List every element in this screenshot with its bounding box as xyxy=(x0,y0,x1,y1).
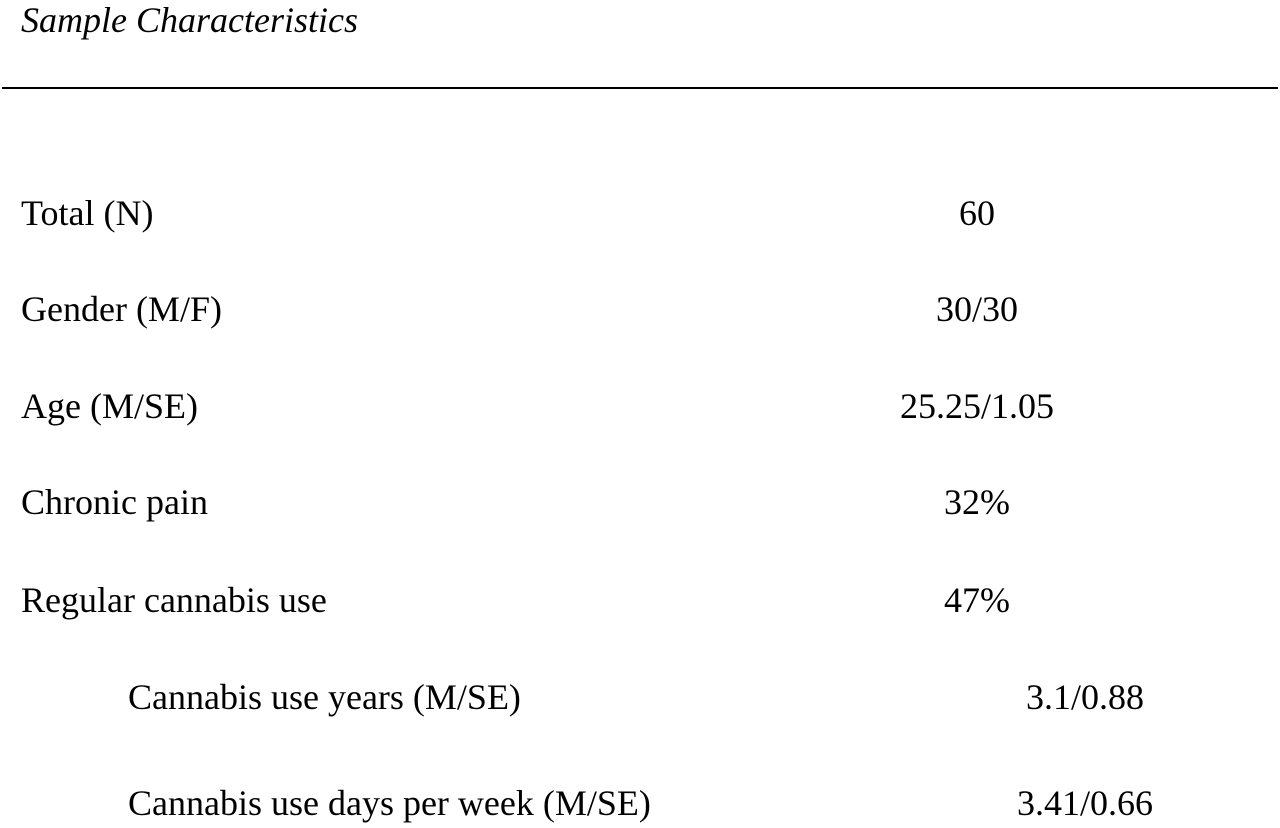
row-value: 3.41/0.66 xyxy=(1016,783,1154,823)
row-value: 47% xyxy=(944,580,1010,620)
table-row-age: Age (M/SE) 25.25/1.05 xyxy=(0,382,1280,430)
table-row-regular-cannabis-use: Regular cannabis use 47% xyxy=(0,576,1280,624)
row-label: Age (M/SE) xyxy=(21,386,198,426)
row-label: Regular cannabis use xyxy=(21,580,327,620)
table-row-chronic-pain: Chronic pain 32% xyxy=(0,478,1280,526)
row-value: 30/30 xyxy=(935,289,1019,329)
row-value: 3.1/0.88 xyxy=(1025,677,1145,717)
row-label: Gender (M/F) xyxy=(21,289,222,329)
row-label: Cannabis use days per week (M/SE) xyxy=(128,783,651,823)
row-label: Total (N) xyxy=(21,193,154,233)
table-row-cannabis-use-days: Cannabis use days per week (M/SE) 3.41/0… xyxy=(0,779,1280,827)
row-value: 32% xyxy=(944,482,1010,522)
table-row-cannabis-use-years: Cannabis use years (M/SE) 3.1/0.88 xyxy=(0,673,1280,721)
row-label: Chronic pain xyxy=(21,482,208,522)
table-title: Sample Characteristics xyxy=(21,0,358,40)
table-row-total: Total (N) 60 xyxy=(0,189,1280,237)
row-value: 60 xyxy=(959,193,995,233)
row-value: 25.25/1.05 xyxy=(899,386,1055,426)
table-row-gender: Gender (M/F) 30/30 xyxy=(0,285,1280,333)
row-label: Cannabis use years (M/SE) xyxy=(128,677,521,717)
table-top-rule xyxy=(2,87,1278,89)
